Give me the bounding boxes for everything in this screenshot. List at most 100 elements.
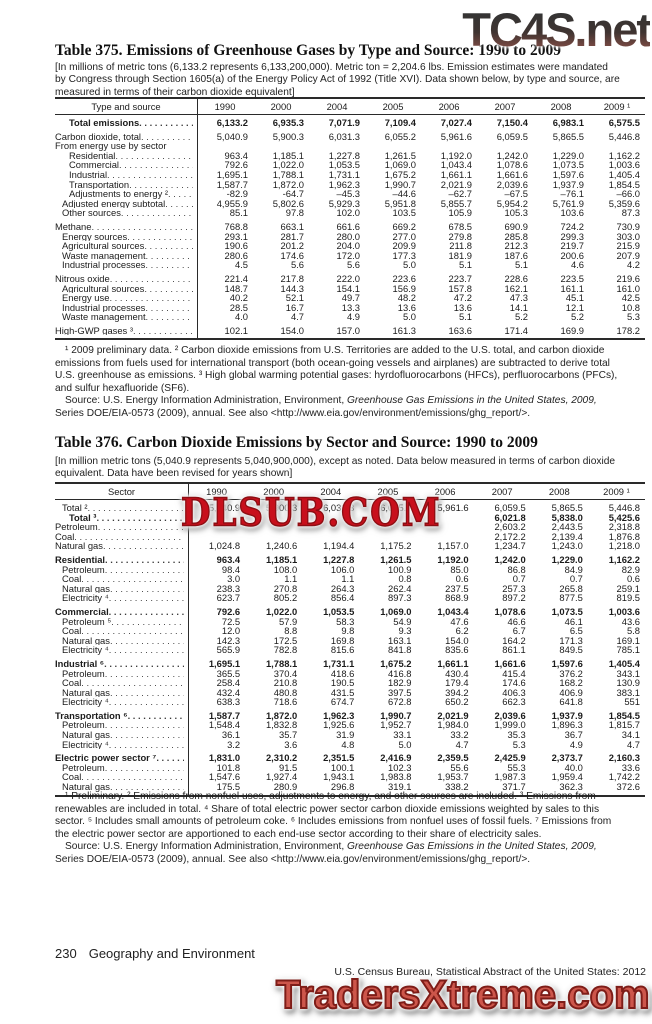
dot-leaders	[128, 711, 184, 721]
value-cell: 565.9	[216, 644, 241, 656]
value-cell: 179.4	[445, 677, 469, 689]
value-cell: 376.2	[559, 667, 583, 679]
dot-leaders	[81, 574, 184, 584]
row-label-cell: From energy use by sector	[55, 141, 197, 151]
row-label-cell: Energy use	[55, 293, 197, 303]
value-cell	[188, 513, 245, 523]
value-cell: 219.7	[560, 240, 584, 252]
year-column-header: 2006	[438, 101, 460, 112]
row-label-cell: Other sources	[55, 208, 197, 218]
row-label-cell: Coal	[55, 678, 188, 688]
value-cell: 6,575.5	[608, 117, 640, 128]
dot-leaders	[105, 763, 184, 773]
value-cell: 299.3	[560, 230, 584, 242]
value-cell: 718.6	[273, 696, 298, 708]
value-cell: 5,951.8	[384, 197, 416, 209]
dot-leaders	[165, 199, 193, 209]
value-cell: 31.9	[336, 729, 355, 741]
table-row: Residential 963.4 1,185.1 1,227.8 1,261.5 1,1…	[55, 151, 645, 161]
value-cell: 815.6	[330, 644, 355, 656]
value-cell	[417, 522, 474, 532]
value-cell: 415.4	[502, 667, 526, 679]
value-cell: 164.2	[502, 634, 526, 646]
row-label: Petroleum	[62, 668, 105, 679]
row-label: Industrial processes	[62, 302, 146, 313]
year-column-header: 2000	[263, 486, 285, 497]
value-cell: 6,055.2	[384, 130, 416, 142]
value-cell: 1,943.1	[323, 771, 355, 783]
value-cell: 296.8	[330, 781, 355, 793]
value-cell: 1,548.4	[208, 719, 241, 731]
value-cell: 0.6	[626, 573, 640, 585]
value-cell: 264.3	[330, 582, 355, 594]
value-cell: 1,675.2	[384, 168, 416, 180]
value-cell: 963.4	[224, 149, 248, 161]
table-row: Adjustments to energy ² -82.9 -64.7 –45.3 –4…	[55, 189, 645, 199]
value-cell: 33.1	[393, 729, 412, 741]
year-column-header: 2004	[320, 486, 342, 497]
dot-leaders	[109, 740, 184, 750]
row-label: Electric power sector ⁷	[55, 753, 157, 763]
value-cell: 1,405.4	[608, 168, 640, 180]
value-cell: 5.0	[402, 311, 416, 323]
row-label-cell: Transportation	[55, 180, 197, 190]
row-label: Petroleum	[55, 522, 98, 532]
row-label-cell: Petroleum	[55, 669, 188, 679]
value-cell: 730.9	[616, 220, 640, 232]
year-column-header: 1990	[214, 101, 236, 112]
row-label-cell: Residential	[55, 151, 197, 161]
value-cell: 72.5	[221, 615, 241, 627]
value-cell: 1,229.0	[552, 149, 584, 161]
value-cell: 5.1	[514, 259, 528, 271]
page-footer-left: 230 Geography and Environment	[55, 946, 255, 961]
dot-leaders	[103, 541, 184, 551]
value-cell: 163.1	[388, 634, 412, 646]
table-row: Electricity ⁴ 565.9 782.8 815.6 841.8 835.6 86…	[55, 645, 645, 655]
value-cell: 963.4	[216, 553, 241, 565]
value-cell: 641.8	[559, 696, 583, 708]
row-label: Agricultural sources	[62, 241, 145, 251]
dot-leaders	[110, 584, 184, 594]
value-cell: 5,900.3	[272, 130, 304, 142]
row-label: Petroleum	[62, 564, 105, 575]
table-row: From energy use by sector	[55, 141, 645, 151]
value-cell: 841.8	[388, 644, 412, 656]
row-label-cell: Industrial processes	[55, 260, 197, 270]
value-cell: 1,854.5	[608, 709, 640, 721]
value-cell: 210.8	[273, 677, 298, 689]
value-cell: 1,405.4	[608, 657, 640, 669]
value-cell: 1,983.8	[380, 771, 412, 783]
value-cell: 1,261.5	[380, 553, 412, 565]
row-label: Coal	[62, 574, 82, 584]
value-cell: 204.0	[336, 240, 360, 252]
dot-leaders	[105, 555, 184, 565]
row-label-cell: Coal	[55, 532, 188, 542]
row-label: Coal	[62, 678, 82, 688]
value-cell: 223.7	[448, 272, 472, 284]
value-cell: 45.1	[565, 292, 584, 304]
value-cell: 4.7	[455, 738, 469, 750]
value-cell: 1,661.1	[440, 168, 472, 180]
value-cell: 6.2	[455, 625, 469, 637]
row-label: Agricultural sources	[62, 283, 145, 294]
value-cell: 169.9	[560, 324, 584, 336]
dot-leaders	[98, 522, 184, 532]
year-column-header: 2007	[494, 101, 516, 112]
value-cell: 1,192.0	[437, 553, 469, 565]
value-cell: 678.5	[448, 220, 472, 232]
value-cell: 154.1	[336, 282, 360, 294]
value-cell: 6,059.5	[496, 130, 528, 142]
value-cell: 1,234.7	[494, 540, 526, 552]
value-cell: 2,039.6	[496, 178, 528, 190]
value-cell: 303.0	[616, 230, 640, 242]
value-cell: 201.2	[280, 240, 304, 252]
page-number: 230	[55, 946, 77, 961]
value-cell: 5.3	[512, 738, 526, 750]
watermark-bottom: TradersXtreme.com	[275, 972, 651, 1018]
row-label: Energy sources	[62, 231, 128, 242]
row-label: From energy use by sector	[55, 141, 167, 151]
row-label-cell: Adjusted energy subtotal	[55, 199, 197, 209]
value-cell: 1,547.6	[208, 771, 241, 783]
row-label: Total ³	[69, 512, 97, 523]
value-cell: 217.8	[280, 272, 304, 284]
